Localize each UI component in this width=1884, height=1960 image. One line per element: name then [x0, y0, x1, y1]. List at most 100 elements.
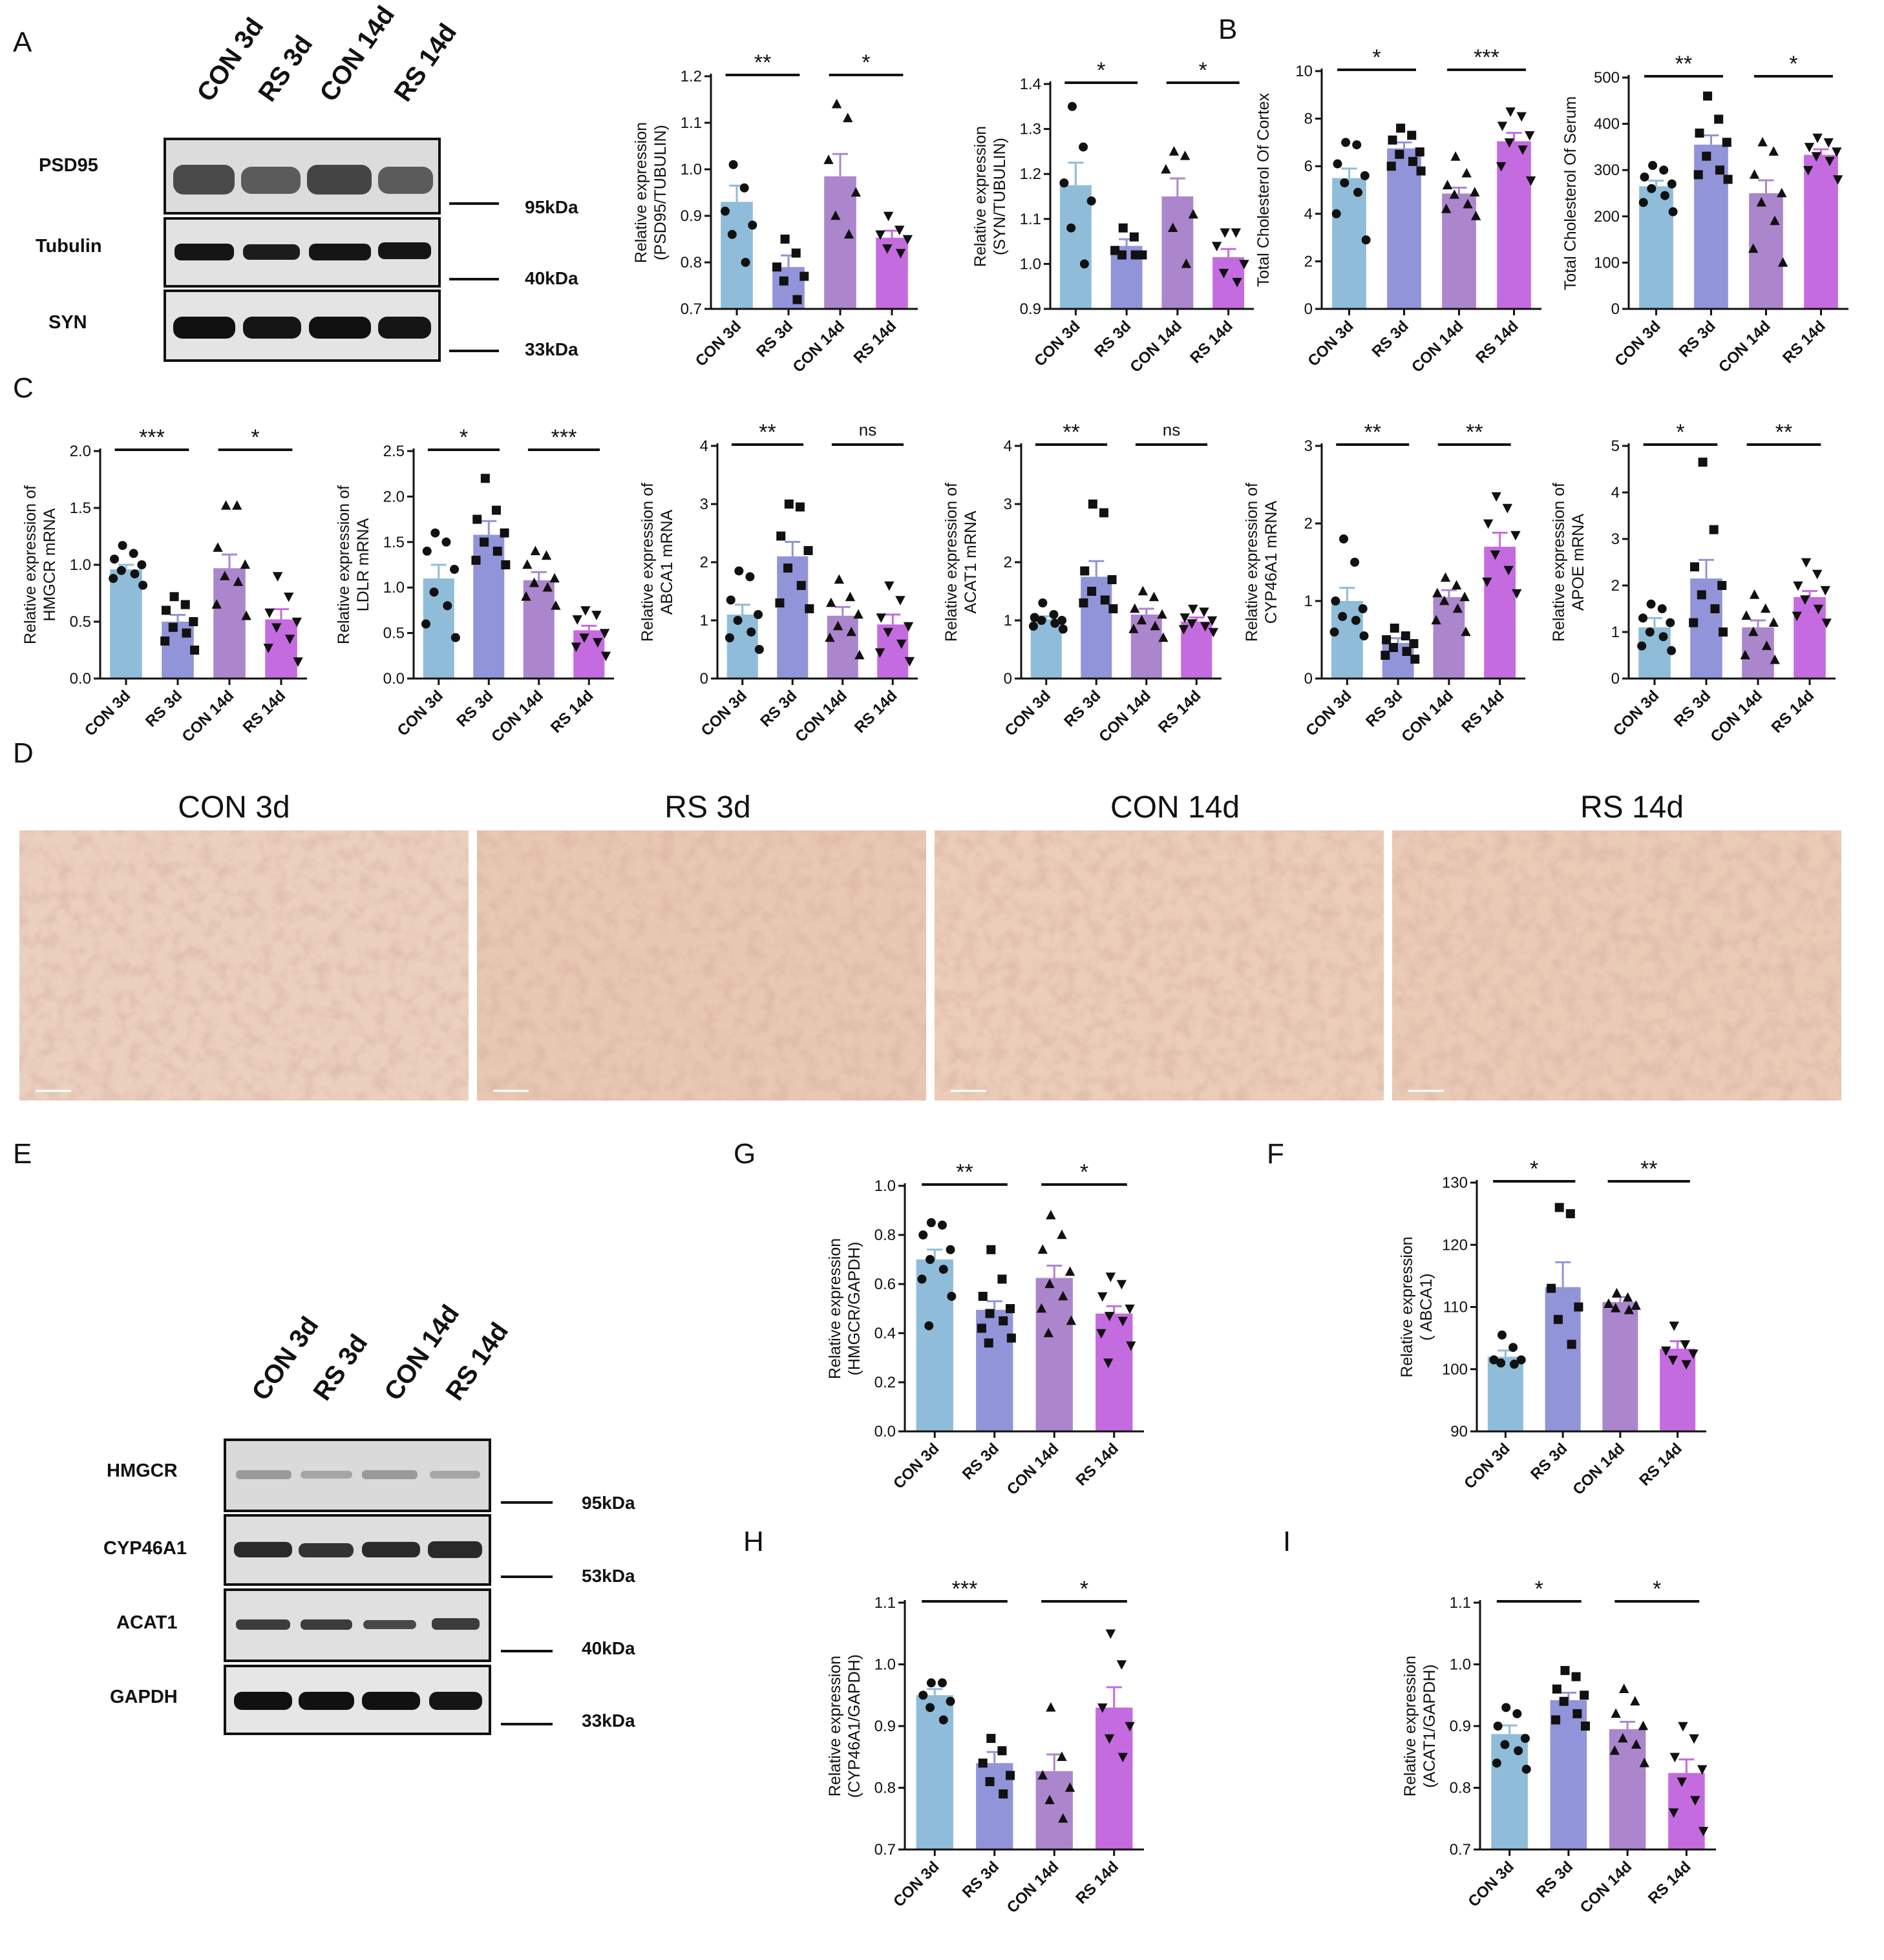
x-tick-label: CON 14d [1004, 1858, 1063, 1917]
blot-band [378, 317, 431, 339]
x-tick-label: RS 3d [753, 317, 796, 361]
bar [1487, 1356, 1523, 1431]
data-point [522, 559, 533, 569]
data-point [1489, 1355, 1499, 1365]
x-tick-label: RS 3d [1676, 317, 1719, 361]
data-point [846, 626, 856, 637]
data-point [1611, 1708, 1621, 1718]
data-point [1659, 165, 1669, 175]
bar [1081, 576, 1112, 679]
y-axis-label: (CYP46A1/GAPDH) [845, 1654, 863, 1798]
significance-label: * [1676, 420, 1684, 445]
data-point [884, 581, 894, 591]
data-point [1812, 569, 1823, 580]
data-point [1105, 1629, 1116, 1639]
data-point [918, 1230, 928, 1239]
y-tick-label: 130 [1442, 1174, 1468, 1192]
data-point [1200, 622, 1211, 632]
data-point [984, 1338, 993, 1348]
y-tick-label: 1.3 [1020, 121, 1041, 138]
data-point [1105, 1272, 1116, 1282]
data-point [1388, 643, 1398, 652]
data-point [1358, 604, 1368, 613]
data-point [746, 627, 756, 637]
data-point [1554, 1203, 1564, 1212]
data-point [754, 645, 764, 654]
data-point [1331, 209, 1341, 218]
data-point [791, 248, 801, 258]
data-point [832, 620, 843, 631]
y-tick-label: 2 [1304, 253, 1313, 270]
data-point [1768, 146, 1779, 156]
data-point [734, 566, 744, 576]
data-point [1117, 1753, 1128, 1763]
data-point [853, 609, 863, 619]
data-point [875, 230, 885, 240]
data-point [1067, 101, 1077, 111]
data-point [1666, 618, 1675, 627]
data-point [1167, 222, 1178, 233]
data-point [1560, 1666, 1570, 1676]
data-point [213, 542, 223, 552]
data-point [1158, 632, 1169, 642]
data-point [831, 210, 841, 220]
blot-band [309, 317, 371, 339]
data-point [1431, 615, 1441, 625]
significance-label: *** [139, 425, 165, 450]
data-point [917, 1274, 927, 1284]
data-point [1108, 604, 1118, 613]
data-point [1432, 587, 1443, 598]
y-tick-label: 1 [1304, 593, 1313, 610]
blot-band [362, 1692, 420, 1710]
blot-a-lane-label: RS 14d [388, 19, 462, 107]
data-point [947, 1292, 957, 1301]
data-point [1396, 123, 1406, 133]
bar [916, 1259, 953, 1431]
data-point [240, 559, 250, 569]
blot-band [236, 1619, 290, 1630]
y-tick-label: 1.0 [1450, 1656, 1471, 1674]
y-axis-label: Relative expression of [1243, 483, 1261, 642]
data-point [1402, 647, 1412, 656]
bar [1387, 148, 1421, 309]
x-tick-label: CON 3d [1031, 317, 1083, 370]
data-point [1715, 165, 1724, 175]
data-point [232, 500, 242, 510]
significance-label: * [1080, 1160, 1088, 1185]
data-point [1125, 1304, 1135, 1314]
x-tick-label: RS 3d [142, 687, 185, 730]
data-point [1749, 589, 1760, 599]
data-point [1350, 558, 1360, 567]
data-point [571, 642, 582, 653]
significance-label: * [862, 50, 870, 75]
data-point [1667, 179, 1677, 189]
blot-band [378, 242, 431, 259]
data-point [1208, 627, 1219, 638]
x-tick-label: RS 3d [1671, 687, 1714, 730]
blot-band [301, 1619, 352, 1630]
y-tick-label: 2 [700, 554, 708, 571]
blot-band [236, 1470, 291, 1479]
data-point [745, 572, 755, 582]
x-tick-label: CON 14d [488, 687, 547, 746]
data-point [1510, 531, 1521, 541]
data-point [189, 617, 198, 626]
bar [1794, 597, 1826, 679]
y-axis-label: Total Cholesterol Of Serum [1561, 96, 1580, 290]
data-point [895, 249, 906, 258]
data-point [1697, 1765, 1708, 1775]
data-point [1117, 250, 1127, 260]
data-point [1509, 1360, 1519, 1369]
data-point [1087, 587, 1097, 596]
y-tick-label: 0 [1004, 670, 1012, 688]
x-tick-label: RS 3d [1091, 317, 1134, 361]
bar [1690, 578, 1722, 679]
x-tick-label: RS 14d [1072, 1440, 1122, 1490]
data-point [1505, 107, 1516, 117]
data-point [1188, 209, 1198, 219]
bar [1035, 1771, 1073, 1849]
data-point [727, 229, 737, 239]
ihc-image-con-3d [19, 830, 469, 1101]
